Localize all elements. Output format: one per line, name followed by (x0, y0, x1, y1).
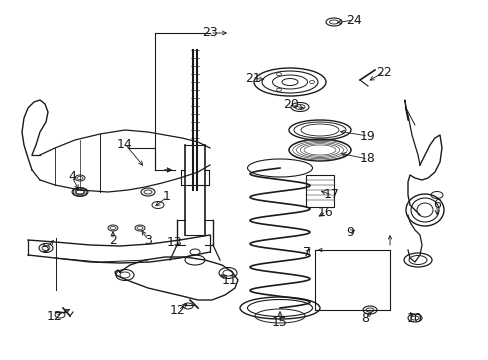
Text: 15: 15 (271, 316, 287, 329)
Text: 22: 22 (375, 66, 391, 78)
Text: 3: 3 (144, 234, 152, 247)
Text: 14: 14 (117, 138, 133, 150)
Text: 24: 24 (346, 13, 361, 27)
Text: 18: 18 (359, 153, 375, 166)
Bar (305, 175, 333, 207)
Text: 17: 17 (324, 189, 339, 202)
Text: 21: 21 (244, 72, 260, 85)
Text: 7: 7 (303, 247, 310, 260)
Text: 2: 2 (109, 234, 117, 247)
Text: 16: 16 (318, 206, 333, 219)
Text: 12: 12 (170, 303, 185, 316)
Text: 13: 13 (167, 235, 183, 248)
Text: 12: 12 (47, 310, 63, 323)
Text: 23: 23 (202, 27, 218, 40)
Text: 20: 20 (283, 99, 298, 112)
Text: 10: 10 (406, 311, 422, 324)
Text: 6: 6 (432, 198, 440, 211)
Text: 8: 8 (360, 311, 368, 324)
Text: 1: 1 (163, 190, 171, 203)
Text: 11: 11 (222, 274, 237, 287)
Text: 19: 19 (359, 130, 375, 143)
Text: 9: 9 (346, 225, 353, 238)
Text: 5: 5 (42, 242, 50, 255)
Text: 4: 4 (68, 171, 76, 184)
